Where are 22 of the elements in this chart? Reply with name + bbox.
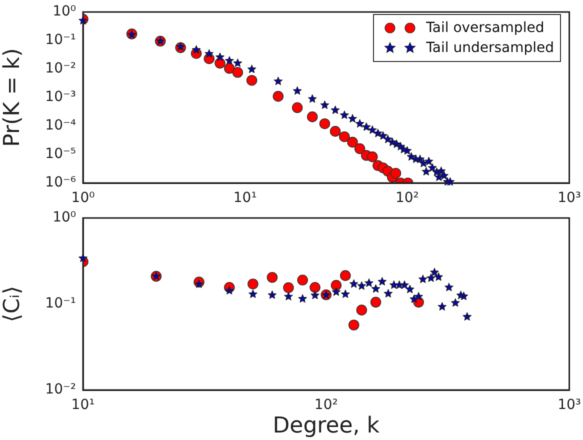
legend-label: Tail undersampled [426,39,554,58]
y-tick-label: 10⁰ [52,4,76,20]
y-tick-label: 10⁻² [45,382,76,398]
y-axis-title: ⟨Cᵢ⟩ [0,286,25,322]
y-tick-label: 10⁻⁵ [45,146,76,162]
y-tick-label: 10⁻³ [45,89,76,106]
x-axis-title: Degree, k [272,414,380,439]
x-tick-label: 10¹ [71,397,95,414]
legend-label: Tail oversampled [426,19,544,38]
x-tick-label: 10³ [558,397,582,414]
y-tick-label: 10⁻⁶ [45,174,76,191]
y-tick-label: 10⁻⁴ [45,118,76,134]
x-tick-label: 10¹ [233,190,257,206]
x-tick-label: 10⁰ [71,190,96,206]
x-tick-label: 10² [395,190,419,206]
x-tick-label: 10³ [558,190,582,206]
y-tick-label: 10⁰ [52,210,76,226]
y-tick-label: 10⁻² [45,60,76,77]
y-tick-label: 10⁻¹ [45,32,76,48]
y-axis-title: Pr(K = k) [0,48,25,147]
y-tick-label: 10⁻¹ [45,296,76,312]
x-tick-label: 10² [314,397,338,414]
